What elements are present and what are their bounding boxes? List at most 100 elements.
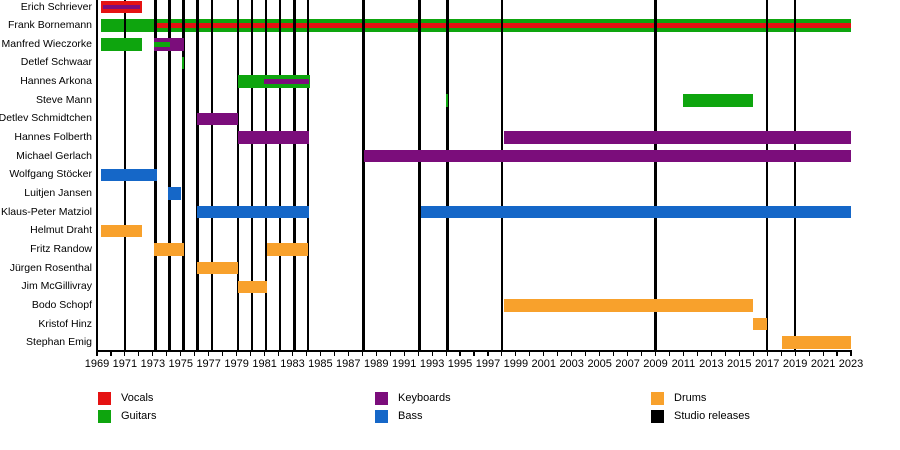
year-label: 2015 bbox=[727, 358, 752, 370]
year-tick bbox=[529, 350, 531, 356]
studio-release-line bbox=[793, 0, 797, 350]
year-label: 1999 bbox=[503, 358, 529, 370]
year-label: 1995 bbox=[447, 358, 473, 370]
member-name: Wolfgang Stöcker bbox=[9, 168, 92, 181]
studio-release-line bbox=[236, 0, 240, 350]
timeline-bar-keyboards bbox=[153, 38, 184, 51]
year-tick bbox=[277, 350, 280, 356]
studio-release-line bbox=[765, 0, 769, 350]
timeline-bar-drums bbox=[504, 299, 754, 312]
year-tick bbox=[375, 350, 377, 356]
year-label: 1975 bbox=[168, 358, 194, 370]
year-label: 2021 bbox=[810, 358, 836, 370]
year-label: 1991 bbox=[391, 358, 417, 370]
studio-release-line bbox=[362, 0, 365, 350]
year-tick bbox=[822, 350, 824, 356]
timeline-bar-stripe-keyboards bbox=[263, 79, 310, 84]
year-label: 1969 bbox=[84, 358, 110, 370]
year-label: 1987 bbox=[336, 358, 361, 370]
member-name: Klaus-Peter Matziol bbox=[0, 205, 92, 218]
member-name: Bodo Schopf bbox=[31, 298, 92, 311]
studio-release-line bbox=[306, 0, 310, 350]
year-tick bbox=[250, 350, 252, 356]
year-tick bbox=[180, 350, 182, 356]
year-tick bbox=[808, 350, 810, 356]
studio-release-line bbox=[278, 0, 282, 350]
timeline-bar-keyboards bbox=[238, 131, 310, 144]
year-tick bbox=[487, 350, 489, 356]
year-label: 2023 bbox=[838, 358, 864, 370]
member-name: Detlef Schwaar bbox=[20, 56, 92, 69]
timeline-bar-vocals bbox=[101, 0, 142, 14]
timeline-bar-guitars bbox=[446, 94, 449, 107]
legend-label-keyboards: Keyboards bbox=[398, 392, 451, 404]
timeline-bar-drums bbox=[153, 243, 184, 256]
year-tick bbox=[738, 350, 740, 356]
year-tick bbox=[166, 350, 168, 356]
timeline-bar-drums bbox=[753, 317, 768, 331]
year-label: 1971 bbox=[112, 358, 138, 370]
year-label: 2007 bbox=[615, 358, 640, 370]
legend-label-vocals: Vocals bbox=[121, 392, 154, 404]
year-label: 1979 bbox=[224, 358, 249, 370]
member-name: Kristof Hinz bbox=[38, 317, 92, 330]
timeline-bar-stripe-guitars bbox=[153, 42, 171, 47]
legend-label-drums: Drums bbox=[674, 392, 707, 404]
member-name: Luitjen Jansen bbox=[24, 187, 92, 199]
studio-release-line bbox=[500, 0, 504, 350]
timeline-bar-stripe-keyboards bbox=[102, 4, 141, 10]
year-label: 1981 bbox=[252, 358, 277, 370]
year-tick bbox=[264, 350, 266, 356]
year-tick bbox=[599, 350, 601, 356]
year-label: 2001 bbox=[531, 358, 557, 370]
legend-swatch-studio_releases bbox=[651, 410, 664, 423]
year-tick bbox=[780, 350, 782, 356]
year-tick bbox=[613, 350, 615, 356]
year-tick bbox=[389, 350, 391, 356]
year-label: 1989 bbox=[364, 358, 389, 370]
studio-release-line bbox=[264, 0, 268, 350]
legend-label-guitars: Guitars bbox=[121, 410, 157, 422]
studio-release-line bbox=[654, 0, 657, 350]
year-tick bbox=[696, 350, 698, 356]
year-tick bbox=[557, 350, 559, 356]
timeline-bar-bass bbox=[101, 168, 158, 182]
timeline-bar-drums bbox=[267, 243, 308, 256]
year-tick bbox=[668, 350, 671, 356]
year-label: 1997 bbox=[475, 358, 501, 370]
member-name: Hannes Arkona bbox=[20, 75, 92, 88]
year-label: 1977 bbox=[196, 358, 221, 370]
member-name: Frank Bornemann bbox=[7, 19, 92, 32]
year-tick bbox=[291, 350, 294, 356]
year-tick bbox=[641, 350, 643, 356]
year-label: 2017 bbox=[754, 358, 780, 370]
year-tick bbox=[473, 350, 475, 356]
timeline-bar-bass bbox=[168, 187, 182, 200]
legend-label-bass: Bass bbox=[398, 410, 423, 422]
timeline-bar-guitars bbox=[683, 94, 754, 107]
year-tick bbox=[194, 350, 196, 356]
year-tick bbox=[431, 350, 433, 356]
studio-release-line bbox=[446, 0, 449, 350]
member-name: Erich Schriever bbox=[20, 0, 92, 13]
year-label: 2003 bbox=[559, 358, 584, 370]
member-name: Detlev Schmidtchen bbox=[0, 112, 92, 125]
year-tick bbox=[752, 350, 754, 356]
legend-label-studio_releases: Studio releases bbox=[674, 410, 750, 422]
year-tick bbox=[417, 350, 419, 356]
year-tick bbox=[110, 350, 112, 356]
legend-swatch-vocals bbox=[98, 392, 111, 405]
year-tick bbox=[152, 350, 154, 356]
year-tick bbox=[850, 350, 852, 356]
year-label: 1993 bbox=[419, 358, 445, 370]
year-tick bbox=[794, 350, 796, 356]
year-tick bbox=[627, 350, 629, 356]
member-name: Fritz Randow bbox=[30, 242, 92, 255]
timeline-bar-bass bbox=[420, 205, 851, 219]
year-tick bbox=[333, 350, 335, 356]
studio-release-line bbox=[418, 0, 421, 350]
year-label: 2011 bbox=[671, 358, 696, 370]
member-name: Hannes Folberth bbox=[14, 131, 92, 143]
member-name: Jürgen Rosenthal bbox=[9, 261, 92, 274]
